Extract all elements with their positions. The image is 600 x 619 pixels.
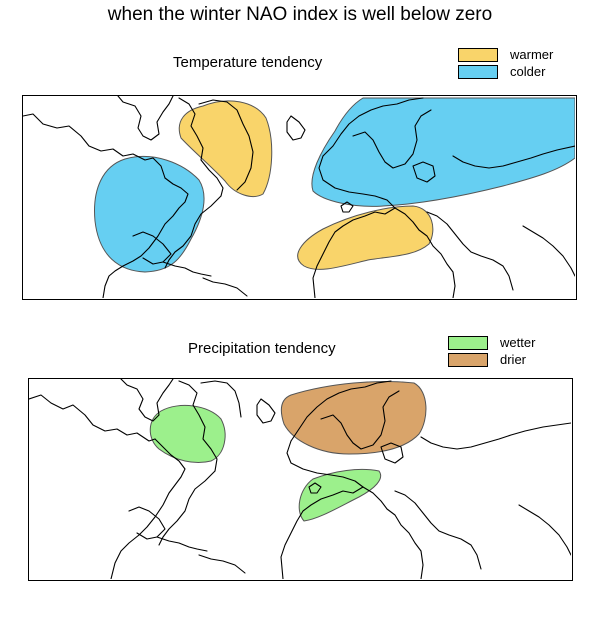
legend-item-wetter: wetter bbox=[448, 334, 535, 351]
precipitation-map-svg bbox=[29, 379, 571, 579]
legend-swatch-drier bbox=[448, 352, 488, 367]
temperature-panel-title: Temperature tendency bbox=[173, 54, 323, 71]
main-title: when the winter NAO index is well below … bbox=[107, 4, 493, 25]
legend-item-colder: colder bbox=[458, 63, 553, 80]
legend-swatch-wetter bbox=[448, 335, 488, 350]
precipitation-panel-title: Precipitation tendency bbox=[188, 340, 336, 357]
legend-swatch-warmer bbox=[458, 47, 498, 62]
temperature-legend: warmer colder bbox=[458, 46, 553, 80]
region-colder-north-america bbox=[94, 155, 205, 273]
temperature-coastlines bbox=[23, 96, 575, 298]
temperature-map bbox=[22, 95, 577, 300]
legend-item-drier: drier bbox=[448, 351, 535, 368]
region-warmer-north-africa-mideast bbox=[297, 205, 434, 270]
legend-label-drier: drier bbox=[500, 352, 527, 367]
precipitation-legend: wetter drier bbox=[448, 334, 535, 368]
temperature-map-svg bbox=[23, 96, 575, 298]
legend-label-wetter: wetter bbox=[500, 335, 536, 350]
legend-item-warmer: warmer bbox=[458, 46, 553, 63]
legend-label-colder: colder bbox=[510, 64, 546, 79]
legend-label-warmer: warmer bbox=[510, 47, 554, 62]
region-wetter-southern-europe bbox=[298, 468, 382, 522]
region-wetter-northeast-north-america bbox=[149, 405, 226, 463]
precipitation-map bbox=[28, 378, 573, 581]
region-drier-northern-europe bbox=[280, 381, 427, 455]
legend-swatch-colder bbox=[458, 64, 498, 79]
region-colder-northern-eurasia bbox=[311, 97, 575, 207]
precipitation-coastlines bbox=[29, 379, 571, 579]
